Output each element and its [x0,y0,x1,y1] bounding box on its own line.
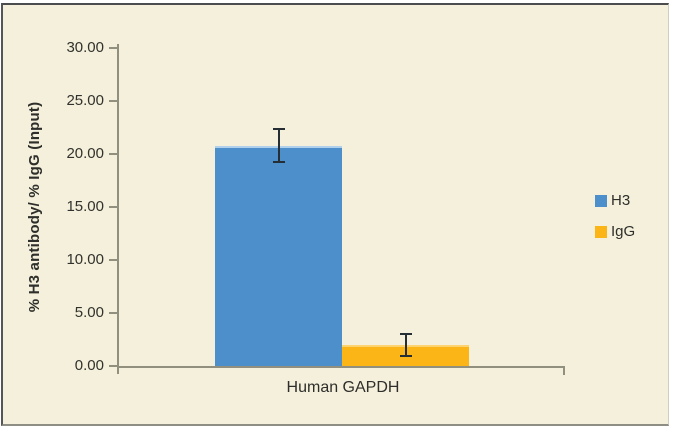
legend-item-h3: H3 [595,192,635,209]
x-axis-end-tick [563,366,565,375]
legend-item-igg: IgG [595,223,636,240]
y-axis-tick [109,365,117,367]
error-bar-igg [404,334,407,357]
x-axis-category-label: Human GAPDH [286,379,400,396]
y-axis-tick [109,47,117,49]
y-axis-line [117,44,119,374]
y-axis-tick-label: 5.00 [74,304,104,321]
y-axis-tick [109,100,117,102]
x-axis-line [117,366,565,368]
error-bar-cap-top-igg [399,333,412,336]
error-bar-cap-top-h3 [272,127,285,130]
bar-h3 [215,145,342,366]
y-axis-tick-label: 0.00 [74,357,104,374]
y-axis-tick-label: 20.00 [66,145,104,162]
error-bar-cap-bottom-h3 [272,161,285,164]
error-bar-h3 [277,128,280,163]
legend-swatch-igg [595,226,607,238]
y-axis-tick [109,259,117,261]
legend-label-h3: H3 [611,192,631,209]
y-axis-tick [109,312,117,314]
y-axis-tick [109,153,117,155]
y-axis-tick-label: 30.00 [66,39,104,56]
y-axis-tick-label: 15.00 [66,198,104,215]
y-axis-tick [109,206,117,208]
legend-swatch-h3 [595,195,607,207]
y-axis-tick-label: 25.00 [66,92,104,109]
y-axis-tick-label: 10.00 [66,251,104,268]
legend-label-igg: IgG [611,223,636,240]
legend: H3 IgG [595,192,636,240]
error-bar-cap-bottom-igg [399,355,412,358]
